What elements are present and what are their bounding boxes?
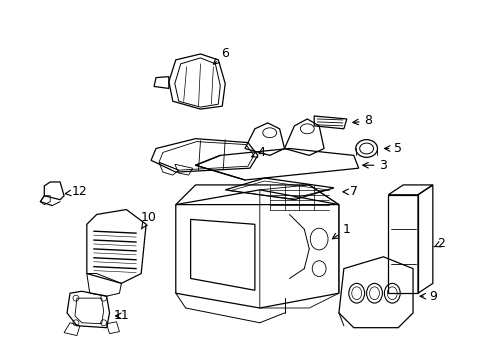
Text: 10: 10 (141, 211, 157, 229)
Text: 12: 12 (65, 185, 87, 198)
Text: 6: 6 (213, 48, 229, 64)
Text: 3: 3 (362, 159, 386, 172)
Text: 7: 7 (342, 185, 357, 198)
Text: 1: 1 (332, 223, 350, 239)
Text: 5: 5 (384, 142, 402, 155)
Text: 11: 11 (113, 309, 129, 322)
Text: 4: 4 (251, 146, 265, 159)
Text: 9: 9 (419, 290, 436, 303)
Text: 2: 2 (433, 238, 444, 251)
Text: 8: 8 (352, 114, 372, 127)
